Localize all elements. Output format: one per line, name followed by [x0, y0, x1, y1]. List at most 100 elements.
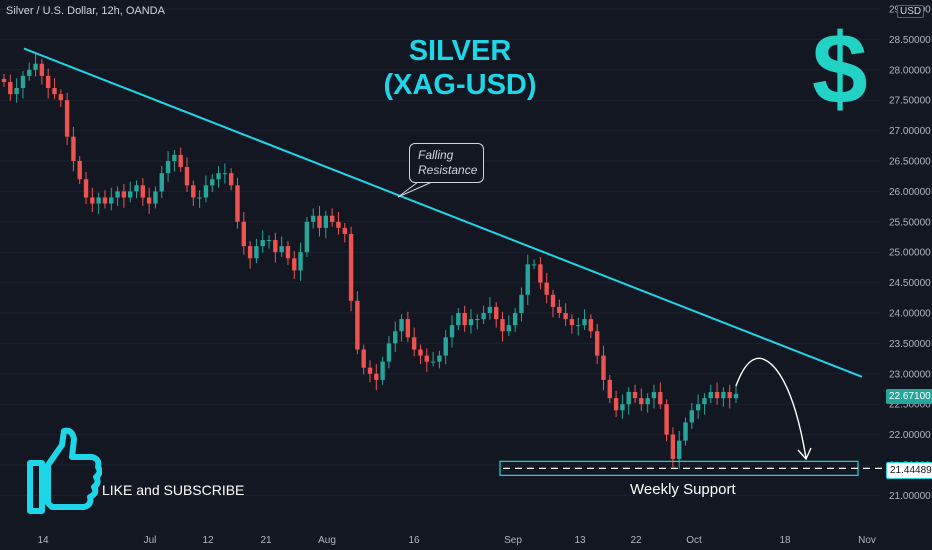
candle-body: [77, 161, 82, 180]
candle-body: [689, 410, 695, 423]
candle-body: [582, 319, 587, 326]
candle-body: [702, 398, 707, 405]
candle-body: [329, 215, 335, 222]
candle-body: [494, 306, 499, 320]
price-tick-label: 26.00000: [889, 187, 931, 198]
candle-body: [165, 161, 171, 174]
price-tick-label: 28.50000: [889, 35, 931, 46]
candle-body: [298, 252, 303, 271]
price-axis: 29.0000028.5000028.0000027.5000027.00000…: [889, 5, 931, 502]
candle-body: [626, 392, 631, 405]
candle-body: [506, 325, 512, 332]
candle-body: [172, 154, 177, 161]
candle-body: [178, 154, 183, 168]
candle-body: [481, 313, 486, 320]
price-tick-label: 23.00000: [889, 369, 931, 380]
candle-body: [443, 337, 448, 356]
price-tick-label: 26.50000: [889, 157, 931, 168]
price-tick-label: 22.50000: [889, 400, 931, 411]
candle-body: [128, 191, 133, 198]
candle-body: [449, 325, 455, 338]
candle-body: [323, 215, 329, 228]
candle-body: [27, 69, 32, 76]
candle-body: [52, 88, 57, 95]
chart-heading: SILVER (XAG-USD): [360, 34, 560, 102]
candle-body: [45, 75, 51, 89]
candlestick-series: [1, 53, 739, 470]
currency-badge[interactable]: USD: [897, 5, 925, 18]
candle-body: [695, 404, 701, 411]
candle-body: [266, 240, 272, 242]
projection-arrow: [735, 357, 807, 459]
chart-heading-line1: SILVER: [408, 35, 512, 67]
candle-body: [670, 434, 676, 459]
candle-body: [594, 331, 600, 356]
projection-arrow-head: [797, 447, 812, 461]
candle-body: [191, 185, 196, 198]
time-tick-label: Aug: [318, 535, 336, 546]
candle-body: [437, 355, 442, 362]
candle-body: [311, 215, 316, 222]
candle-body: [588, 319, 594, 332]
candle-body: [658, 392, 663, 405]
candle-body: [336, 221, 341, 228]
candle-body: [607, 379, 612, 399]
candle-body: [1, 78, 7, 82]
candle-body: [405, 319, 411, 338]
candle-body: [468, 319, 474, 326]
candle-body: [279, 246, 284, 253]
time-tick-label: Nov: [858, 535, 876, 546]
time-tick-label: Jul: [144, 535, 157, 546]
candle-body: [727, 392, 732, 399]
candle-body: [153, 191, 158, 204]
candle-body: [512, 313, 518, 326]
candle-body: [96, 197, 101, 204]
symbol-title[interactable]: Silver / U.S. Dollar, 12h, OANDA: [6, 5, 165, 17]
candle-body: [563, 313, 568, 320]
candle-body: [39, 63, 45, 76]
candle-body: [292, 258, 297, 271]
candle-body: [708, 392, 713, 399]
candle-body: [222, 173, 228, 175]
candle-body: [273, 240, 278, 253]
time-tick-label: Oct: [686, 535, 702, 546]
candle-body: [228, 173, 234, 186]
candle-body: [235, 185, 240, 222]
candle-body: [184, 167, 190, 186]
candle-body: [544, 282, 549, 295]
candle-body: [348, 233, 354, 301]
candle-body: [411, 337, 417, 350]
dollar-sign-icon: $: [812, 13, 868, 125]
time-tick-label: 22: [630, 535, 642, 546]
candle-body: [683, 422, 688, 441]
candle-body: [140, 185, 146, 198]
candle-body: [355, 300, 360, 350]
candle-body: [393, 331, 398, 344]
candle-body: [550, 294, 556, 307]
candle-body: [601, 355, 606, 380]
price-tick-label: 22.00000: [889, 430, 931, 441]
candle-body: [134, 185, 139, 192]
candle-body: [651, 392, 657, 399]
candle-body: [613, 398, 619, 411]
candle-body: [20, 75, 26, 89]
candle-body: [115, 191, 120, 198]
candle-body: [721, 392, 726, 399]
candle-body: [203, 185, 209, 198]
candle-body: [83, 179, 89, 198]
time-axis: 14 Jul 12 21 Aug 16 Sep 13 22 Oct 18 Nov: [37, 535, 875, 546]
candle-body: [418, 349, 423, 356]
candle-body: [576, 325, 581, 327]
candle-body: [531, 264, 537, 266]
candle-body: [260, 240, 265, 247]
time-tick-label: Sep: [504, 535, 522, 546]
candle-body: [620, 404, 625, 411]
candle-body: [677, 440, 682, 459]
time-tick-label: 18: [779, 535, 791, 546]
candle-body: [386, 343, 392, 362]
price-tick-label: 28.00000: [889, 65, 931, 76]
weekly-support-label: Weekly Support: [630, 481, 736, 498]
candle-body: [664, 404, 669, 435]
price-tick-label: 25.00000: [889, 248, 931, 259]
